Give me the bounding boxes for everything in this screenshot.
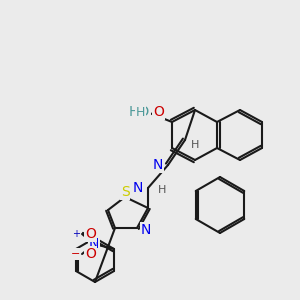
Text: S: S <box>121 185 129 199</box>
Text: N: N <box>153 158 163 172</box>
Text: O: O <box>85 227 96 241</box>
Text: N: N <box>141 223 152 237</box>
Text: H: H <box>158 185 166 195</box>
Text: HO: HO <box>129 105 150 119</box>
Text: O: O <box>85 247 96 261</box>
Text: N: N <box>89 237 99 251</box>
Text: N: N <box>133 181 143 195</box>
Text: O: O <box>153 105 164 119</box>
Text: −: − <box>71 249 80 259</box>
Text: H: H <box>191 140 199 150</box>
Text: +: + <box>72 229 80 239</box>
Text: H: H <box>136 106 145 118</box>
